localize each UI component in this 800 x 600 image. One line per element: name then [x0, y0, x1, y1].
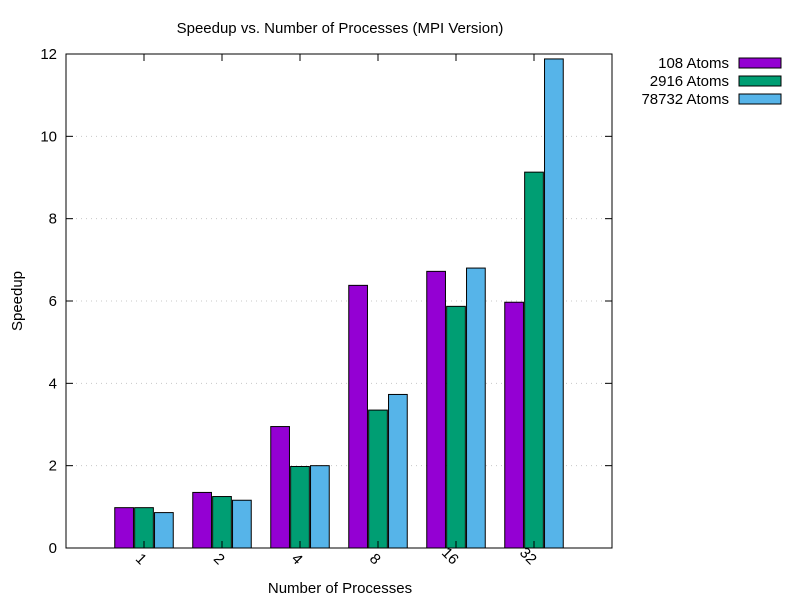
bar-2916-atoms [212, 496, 232, 549]
y-tick-label: 2 [49, 458, 57, 475]
x-tick-label: 1 [132, 550, 150, 568]
legend-swatch [738, 93, 782, 105]
y-tick-label: 12 [40, 46, 57, 63]
y-tick-label: 6 [49, 293, 57, 310]
x-tick-label: 4 [288, 550, 306, 568]
bars [114, 58, 564, 549]
bar-108-atoms [270, 426, 290, 549]
bar-78732-atoms [310, 465, 330, 549]
y-tick-label: 8 [49, 211, 57, 228]
bar-2916-atoms [524, 171, 544, 549]
legend-swatch [738, 75, 782, 87]
chart-title: Speedup vs. Number of Processes (MPI Ver… [177, 20, 504, 37]
legend-label: 108 Atoms [658, 55, 729, 72]
bar-108-atoms [426, 270, 446, 549]
legend-swatch [738, 57, 782, 69]
bar-78732-atoms [154, 512, 174, 549]
bar-78732-atoms [466, 267, 486, 549]
bar-2916-atoms [290, 465, 310, 549]
bar-2916-atoms [368, 409, 388, 549]
x-tick-label: 2 [210, 550, 228, 568]
legend-label: 78732 Atoms [641, 91, 729, 108]
bar-108-atoms [348, 284, 368, 549]
bar-108-atoms [504, 301, 524, 549]
y-tick-labels: 0 2 4 6 8 10 12 [40, 46, 57, 557]
bar-108-atoms [114, 507, 134, 549]
bar-78732-atoms [544, 58, 564, 549]
bar-108-atoms [192, 491, 212, 549]
axis-ticks [66, 53, 612, 549]
y-axis-label: Speedup [9, 271, 26, 331]
bar-78732-atoms [388, 393, 408, 549]
y-tick-label: 4 [49, 375, 57, 392]
bar-2916-atoms [446, 305, 466, 549]
legend-label: 2916 Atoms [650, 73, 729, 90]
bar-78732-atoms [232, 499, 252, 549]
x-tick-label: 8 [366, 550, 384, 568]
y-tick-label: 10 [40, 128, 57, 145]
y-tick-label: 0 [49, 540, 57, 557]
x-axis-label: Number of Processes [268, 580, 412, 597]
